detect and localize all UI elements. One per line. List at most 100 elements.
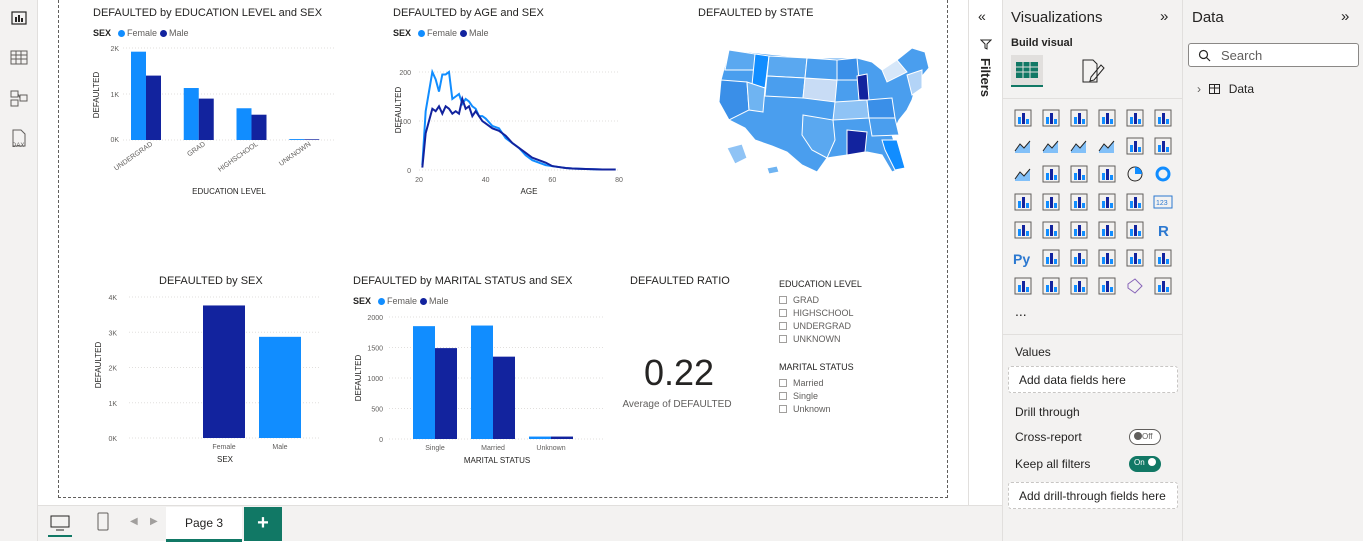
checkbox-icon[interactable] [779, 335, 787, 343]
line-clustered-visual-icon[interactable] [1153, 136, 1173, 156]
clustered-column-visual-icon[interactable] [1097, 108, 1117, 128]
visualizations-title: Visualizations [1011, 9, 1103, 26]
age-line-chart[interactable]: DEFAULTED 200 100 0 20 40 60 80 AGE [389, 60, 639, 200]
checkbox-icon[interactable] [779, 322, 787, 330]
slicer-item[interactable]: UNDERGRAD [779, 320, 862, 333]
power-bi-pipeline-visual-icon[interactable] [1153, 276, 1173, 296]
collapse-data-pane-icon[interactable]: » [1341, 8, 1350, 25]
marital-ytick: 0 [379, 437, 383, 444]
desktop-layout-icon[interactable] [50, 515, 70, 531]
marital-bar-chart[interactable]: DEFAULTED 2000 1500 1000 500 0 Single Married… [349, 310, 609, 470]
kpi-visual-icon[interactable] [1041, 220, 1061, 240]
multi-card-visual-icon[interactable] [1013, 220, 1033, 240]
funnel-visual-icon[interactable] [1069, 164, 1089, 184]
qa-visual-icon[interactable] [1097, 248, 1117, 268]
python-visual-visual-icon[interactable]: Py [1013, 248, 1033, 268]
bar-male-undergrad [146, 75, 161, 140]
100-column-visual-icon[interactable] [1153, 108, 1173, 128]
collapse-left-icon[interactable]: « [978, 8, 986, 24]
gauge-visual-icon[interactable] [1125, 192, 1145, 212]
bar-female-unknown [529, 436, 551, 439]
treemap-visual-icon[interactable] [1013, 192, 1033, 212]
table-view-icon[interactable] [9, 48, 29, 68]
sex-ytick: 1K [108, 401, 117, 408]
checkbox-icon[interactable] [779, 296, 787, 304]
donut-visual-icon[interactable] [1153, 164, 1173, 184]
r-visual-visual-icon[interactable]: R [1153, 220, 1173, 240]
scatter-visual-icon[interactable] [1097, 164, 1117, 184]
model-view-icon[interactable] [9, 88, 29, 108]
next-page-icon[interactable]: ▶ [150, 516, 158, 527]
us-state-filled-map[interactable] [707, 40, 937, 180]
bar-female-undergrad [131, 51, 146, 140]
mobile-layout-icon[interactable] [96, 512, 110, 532]
ribbon-visual-icon[interactable] [1013, 164, 1033, 184]
cross-report-toggle[interactable]: Off [1129, 429, 1161, 445]
male-legend-dot [420, 298, 428, 305]
checkbox-icon[interactable] [779, 379, 787, 387]
prev-page-icon[interactable]: ◀ [130, 516, 138, 527]
checkbox-icon[interactable] [779, 392, 787, 400]
100-bar-visual-icon[interactable] [1125, 108, 1145, 128]
tree-item-data[interactable]: › Data [1197, 82, 1255, 96]
pie-visual-icon[interactable] [1125, 164, 1145, 184]
narrative-visual-icon[interactable] [1125, 248, 1145, 268]
svg-text:123: 123 [1156, 200, 1168, 207]
drill-through-drop-zone[interactable]: Add drill-through fields here [1008, 482, 1178, 509]
stacked-bar-visual-icon[interactable] [1013, 108, 1033, 128]
slicer-item[interactable]: Married [779, 377, 854, 390]
ratio-card-value: 0.22 [643, 352, 715, 393]
power-apps-visual-icon[interactable] [1069, 276, 1089, 296]
paginated-visual-icon[interactable] [1013, 276, 1033, 296]
collapse-right-icon[interactable]: » [1160, 8, 1169, 25]
build-visual-tab[interactable] [1011, 55, 1043, 87]
bar-female-grad [183, 88, 199, 140]
matrix-visual-icon[interactable] [1125, 220, 1145, 240]
100-area-visual-icon[interactable] [1097, 136, 1117, 156]
stacked-column-visual-icon[interactable] [1041, 108, 1061, 128]
slicer-item[interactable]: UNKNOWN [779, 333, 862, 346]
values-drop-zone[interactable]: Add data fields here [1008, 366, 1178, 393]
card-visual-icon[interactable]: 123 [1153, 192, 1173, 212]
keep-filters-toggle[interactable]: On [1129, 456, 1161, 472]
new-card-visual-icon[interactable] [1041, 276, 1061, 296]
line-column-visual-icon[interactable] [1125, 136, 1145, 156]
tab-page-3[interactable]: Page 3 [166, 507, 242, 542]
more-visuals-button[interactable]: ... [1015, 303, 1027, 319]
bar-female-single [413, 326, 435, 439]
search-input[interactable]: Search [1188, 43, 1359, 67]
filled-map-visual-icon[interactable] [1069, 192, 1089, 212]
dax-query-icon[interactable]: DAX [9, 128, 29, 149]
clustered-bar-visual-icon[interactable] [1069, 108, 1089, 128]
goals-visual-icon[interactable] [1153, 248, 1173, 268]
report-view-icon[interactable] [9, 8, 29, 28]
filters-pane-collapsed[interactable]: « Filters [968, 0, 1002, 505]
power-automate-visual-icon[interactable] [1097, 276, 1117, 296]
sex-bar-chart[interactable]: DEFAULTED 4K 3K 2K 1K 0K Female Male SEX [89, 290, 319, 470]
table-visual-icon[interactable] [1097, 220, 1117, 240]
add-page-button[interactable]: + [244, 507, 282, 541]
more-visual-visual-icon[interactable] [1125, 276, 1145, 296]
checkbox-icon[interactable] [779, 309, 787, 317]
azure-map-visual-icon[interactable] [1097, 192, 1117, 212]
svg-text:DAX: DAX [12, 143, 24, 149]
format-visual-icon[interactable] [1077, 57, 1107, 85]
slicer-visual-icon[interactable] [1069, 220, 1089, 240]
slicer-item[interactable]: GRAD [779, 294, 862, 307]
decomposition-tree-visual-icon[interactable] [1069, 248, 1089, 268]
area-visual-icon[interactable] [1041, 136, 1061, 156]
filters-label: Filters [978, 58, 993, 98]
stacked-area-visual-icon[interactable] [1069, 136, 1089, 156]
key-influencers-visual-icon[interactable] [1041, 248, 1061, 268]
line-visual-icon[interactable] [1013, 136, 1033, 156]
edu-bar-chart[interactable]: DEFAULTED 2K 1K 0K UNDERGRAD GRAD HIGHSCHO… [89, 40, 339, 200]
checkbox-icon[interactable] [779, 405, 787, 413]
edu-x-label: EDUCATION LEVEL [192, 187, 266, 196]
waterfall-visual-icon[interactable] [1041, 164, 1061, 184]
slicer-item[interactable]: HIGHSCHOOL [779, 307, 862, 320]
map-visual-icon[interactable] [1041, 192, 1061, 212]
search-placeholder: Search [1221, 48, 1263, 63]
edu-chart-title: DEFAULTED by EDUCATION LEVEL and SEX [93, 7, 323, 19]
slicer-item[interactable]: Unknown [779, 403, 854, 416]
slicer-item[interactable]: Single [779, 390, 854, 403]
